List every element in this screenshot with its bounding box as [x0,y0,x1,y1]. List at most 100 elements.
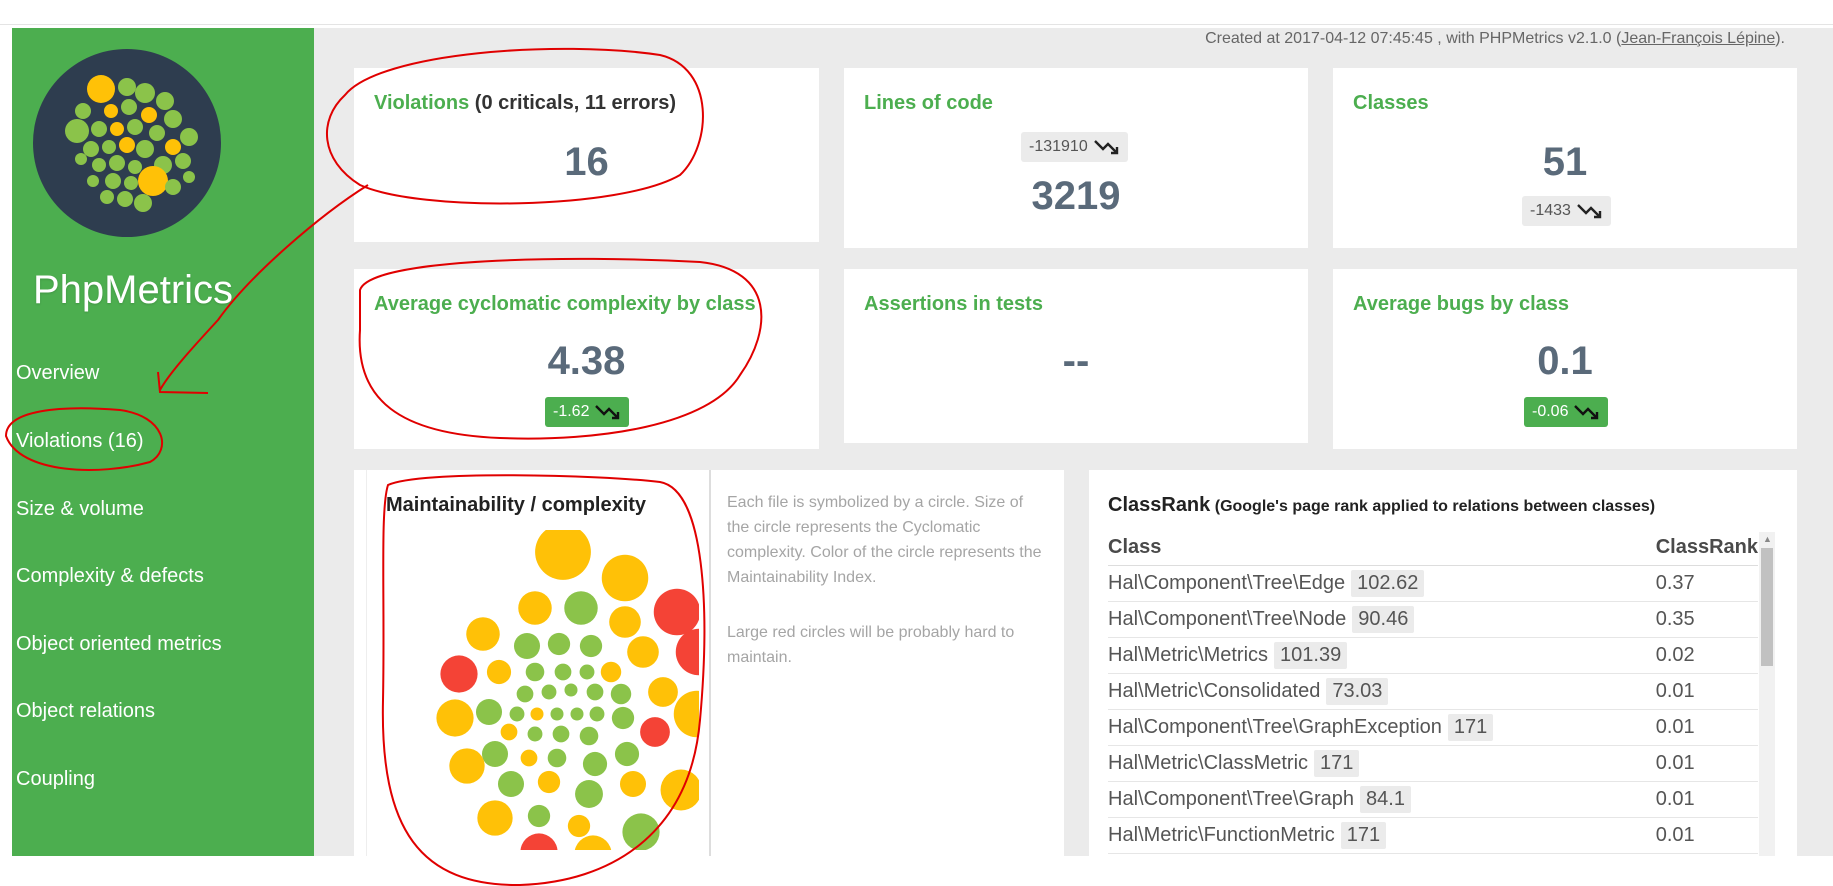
sidebar-item-object-relations[interactable]: Object relations [16,700,155,722]
assertions-value: -- [1062,339,1090,383]
file-circle[interactable] [436,699,474,737]
file-circle[interactable] [552,725,570,743]
file-circle[interactable] [466,617,500,651]
class-name[interactable]: Hal\Component\Tree\Edge [1108,572,1346,594]
file-circle[interactable] [582,751,608,777]
file-circle[interactable] [586,683,604,701]
logo-dot [65,119,89,143]
file-circle[interactable] [574,835,612,850]
file-circle[interactable] [609,606,641,638]
table-row[interactable]: Hal\Metric\Consolidated 73.03 0.01 [1108,673,1758,710]
file-circle[interactable] [475,698,503,726]
file-circle[interactable] [525,662,545,682]
file-circle[interactable] [513,632,541,660]
file-circle[interactable] [564,591,598,625]
sidebar-item-overview[interactable]: Overview [16,362,100,384]
class-name[interactable]: Hal\Component\Tree\Graph [1108,788,1355,810]
file-circle[interactable] [509,706,525,722]
file-circle[interactable] [486,659,512,685]
classrank-value: 0.35 [1655,601,1758,638]
logo-dot [119,137,135,153]
file-circle[interactable] [537,770,561,794]
file-circle[interactable] [520,833,558,850]
classes-count: 51 [1542,140,1588,184]
sidebar-item-coupling[interactable]: Coupling [16,768,95,790]
file-circle[interactable] [627,636,659,668]
cyclomatic-complexity-value: 4.38 [547,339,626,383]
logo-dot [87,75,115,103]
file-circle[interactable] [575,780,603,808]
file-circle[interactable] [570,707,584,721]
file-circle[interactable] [675,628,699,676]
class-name[interactable]: Hal\Metric\FunctionMetric [1108,824,1335,846]
file-circle[interactable] [611,706,635,730]
file-circle[interactable] [530,707,544,721]
file-circle[interactable] [449,748,485,784]
file-circle[interactable] [535,530,591,580]
file-circle[interactable] [660,769,699,811]
sidebar-item-size-volume[interactable]: Size & volume [16,498,144,520]
description-paragraph: Each file is symbolized by a circle. Siz… [727,494,1042,586]
file-circle[interactable] [601,554,649,602]
scroll-up-icon[interactable]: ▲ [1763,534,1772,544]
file-circle[interactable] [518,591,552,625]
file-circle[interactable] [673,690,699,738]
file-circle[interactable] [619,770,647,798]
lines-of-code-title: Lines of code [864,92,993,114]
table-row[interactable]: Hal\Metric\Metrics 101.39 0.02 [1108,637,1758,674]
file-circle[interactable] [516,685,534,703]
file-circle[interactable] [653,588,699,636]
table-row[interactable]: Hal\Metric\ClassMetric 171 0.01 [1108,745,1758,782]
class-value-badge: 73.03 [1326,678,1389,705]
class-name[interactable]: Hal\Component\Tree\GraphException [1108,716,1442,738]
file-circle[interactable] [541,684,557,700]
class-name[interactable]: Hal\Metric\Consolidated [1108,680,1321,702]
cyclomatic-complexity-card: Average cyclomatic complexity by class 4… [354,269,819,449]
sidebar-item-complexity-defects[interactable]: Complexity & defects [16,565,204,587]
logo-dot [183,171,195,183]
sidebar-item-violations[interactable]: Violations (16) [16,430,144,452]
file-circle[interactable] [579,726,599,746]
file-circle[interactable] [520,749,538,767]
file-circle[interactable] [500,723,518,741]
table-row[interactable]: Hal\Component\Tree\Graph 84.1 0.01 [1108,781,1758,818]
file-circle[interactable] [567,814,591,838]
file-circle[interactable] [614,741,640,767]
file-circle[interactable] [579,634,603,658]
class-name[interactable]: Hal\Component\Tree\Node [1108,608,1347,630]
column-header-classrank[interactable]: ClassRank [1655,536,1758,566]
file-circle[interactable] [527,804,551,828]
file-circle[interactable] [550,707,564,721]
scrollbar-thumb[interactable] [1761,548,1773,666]
file-circle[interactable] [640,717,670,747]
file-circle[interactable] [527,726,543,742]
table-row[interactable]: Hal\Component\Tree\Edge 102.62 0.37 [1108,565,1758,602]
table-row[interactable]: Hal\Component\Tree\Node 90.46 0.35 [1108,601,1758,638]
sidebar-item-object-oriented-metrics[interactable]: Object oriented metrics [16,633,222,655]
file-circle[interactable] [547,632,571,656]
file-circle[interactable] [589,706,605,722]
author-link[interactable]: Jean-François Lépine [1621,30,1776,47]
file-circle[interactable] [547,748,567,768]
class-name[interactable]: Hal\Metric\ClassMetric [1108,752,1309,774]
file-circle[interactable] [477,800,513,836]
file-circle[interactable] [622,813,660,850]
file-circle[interactable] [481,740,509,768]
logo-dot [92,158,106,172]
file-circle[interactable] [610,683,632,705]
table-row[interactable]: Hal\Component\Tree\GraphException 171 0.01 [1108,709,1758,746]
class-name[interactable]: Hal\Metric\Metrics [1108,644,1269,666]
file-circle[interactable] [554,663,572,681]
maintainability-description: Each file is symbolized by a circle. Siz… [727,490,1047,700]
file-circle[interactable] [497,770,525,798]
violations-title[interactable]: Violations [374,92,470,114]
table-scrollbar[interactable]: ▲ [1759,532,1775,856]
file-circle[interactable] [440,655,478,693]
table-row[interactable]: Hal\Metric\FunctionMetric 171 0.01 [1108,817,1758,854]
file-circle[interactable] [600,661,622,683]
file-circle[interactable] [579,664,595,680]
maintainability-bubble-chart[interactable] [399,530,699,850]
file-circle[interactable] [648,677,678,707]
column-header-class[interactable]: Class [1108,536,1656,566]
file-circle[interactable] [564,683,578,697]
